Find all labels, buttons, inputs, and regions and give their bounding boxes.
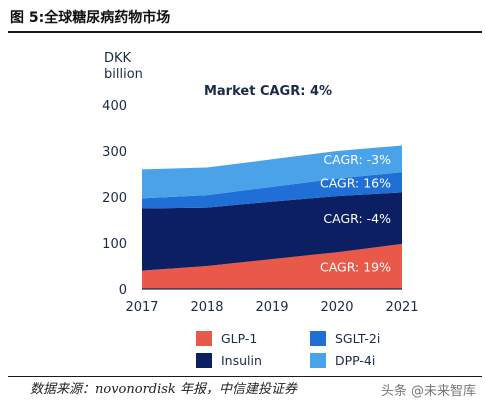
y-tick-label: 0: [119, 283, 127, 298]
y-tick-label: 200: [102, 191, 127, 206]
legend-item-glp-1: GLP-1: [196, 331, 257, 346]
legend-swatch: [196, 331, 212, 346]
legend-label: GLP-1: [221, 331, 258, 346]
legend-item-insulin: Insulin: [196, 353, 262, 368]
y-tick-label: 100: [102, 237, 127, 252]
y-axis-unit-line-2: billion: [104, 67, 143, 82]
cagr-label-insulin: CAGR: -4%: [323, 211, 391, 226]
legend-swatch: [310, 353, 326, 368]
y-tick-labels: 0 100 200 300 400: [102, 99, 127, 298]
figure-title: 图 5:全球糖尿病药物市场: [10, 10, 171, 26]
legend-label: SGLT-2i: [335, 331, 381, 346]
watermark: 头条 @未来智库: [380, 384, 476, 399]
x-tick-label: 2018: [190, 300, 223, 315]
source-rule: [8, 376, 482, 377]
area-glp-1: [142, 243, 402, 289]
cagr-labels-group: CAGR: 19% CAGR: -4% CAGR: 16% CAGR: -3%: [320, 152, 391, 275]
x-tick-label: 2019: [255, 300, 288, 315]
stacked-area-chart: DKK billion Market CAGR: 4% CAGR: 19%CAG…: [102, 51, 418, 315]
legend-label: DPP-4i: [335, 353, 376, 368]
legend-label: Insulin: [221, 353, 262, 368]
x-tick-label: 2020: [320, 300, 353, 315]
cagr-label-dpp-4i: CAGR: -3%: [323, 152, 391, 167]
y-axis-unit-line-1: DKK: [104, 51, 132, 66]
x-tick-label: 2017: [125, 300, 158, 315]
legend-item-sglt-2i: SGLT-2i: [310, 331, 380, 346]
legend-swatch: [196, 353, 212, 368]
title-rule: [8, 31, 482, 33]
x-tick-label: 2021: [385, 300, 418, 315]
area-series-group: [142, 145, 402, 289]
legend-swatch: [310, 331, 326, 346]
cagr-label-glp-1: CAGR: 19%: [320, 259, 391, 274]
area-insulin: [142, 192, 402, 271]
area-dpp-4i: [142, 145, 402, 199]
x-tick-labels: 2017 2018 2019 2020 2021: [125, 300, 418, 315]
y-tick-label: 300: [102, 145, 127, 160]
y-tick-label: 400: [102, 99, 127, 114]
area-sglt-2i: [142, 172, 402, 209]
source-note: 数据来源：novonordisk 年报，中信建投证券: [30, 382, 297, 397]
cagr-label-sglt-2i: CAGR: 16%: [320, 175, 391, 190]
chart-title: Market CAGR: 4%: [204, 84, 332, 99]
legend-item-dpp-4i: DPP-4i: [310, 353, 375, 368]
